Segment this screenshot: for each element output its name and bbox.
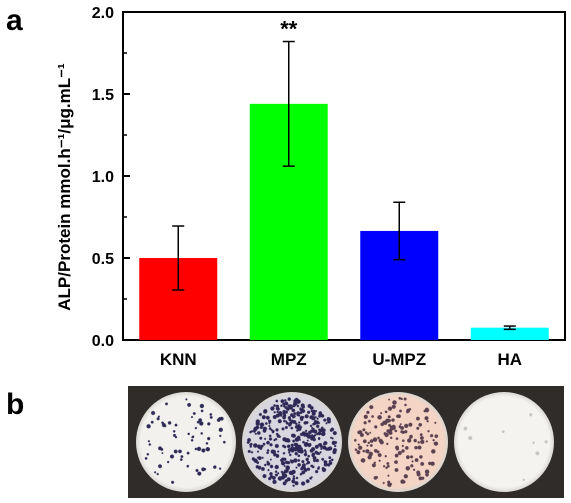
y-tick-label: 1.0 xyxy=(92,169,114,186)
y-axis-label: ALP/Protein mmol.h⁻¹/μg.mL⁻¹ xyxy=(55,63,74,311)
y-tick-label: 0.0 xyxy=(92,333,114,350)
x-tick-label: KNN xyxy=(160,350,197,369)
y-tick-label: 2.0 xyxy=(92,5,114,22)
x-tick-label: U-MPZ xyxy=(372,350,426,369)
significance-marker: ** xyxy=(280,17,298,42)
y-tick-label: 1.5 xyxy=(92,87,114,104)
panel-label-a: a xyxy=(6,4,23,37)
sample-disc-umpz xyxy=(348,392,448,492)
chart-bars: ** xyxy=(139,17,549,340)
chart-axes: 0.0 0.5 1.0 1.5 2.0 KNN MPZ U-MPZ HA xyxy=(92,5,566,369)
x-tick-label: HA xyxy=(497,350,522,369)
x-tick-label: MPZ xyxy=(271,350,307,369)
sample-photo-strip xyxy=(128,386,564,498)
sample-disc-mpz xyxy=(242,392,342,492)
bar-ha xyxy=(470,327,549,340)
y-tick-label: 0.5 xyxy=(92,251,114,268)
sample-disc-knn xyxy=(136,392,236,492)
sample-disc-ha xyxy=(454,392,554,492)
panel-label-b: b xyxy=(6,388,25,421)
bar-chart: 0.0 0.5 1.0 1.5 2.0 KNN MPZ U-MPZ HA ** ALP/Prot… xyxy=(55,5,566,369)
